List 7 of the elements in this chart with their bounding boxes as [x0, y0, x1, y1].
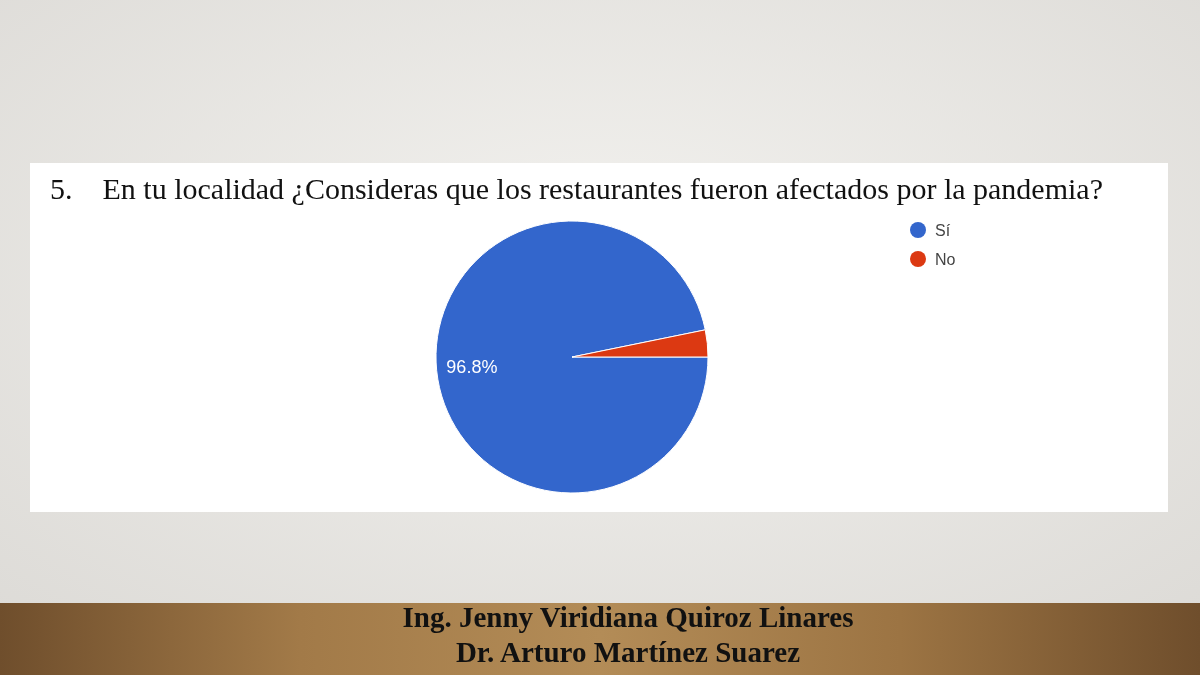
chart-title: 5. En tu localidad ¿Consideras que los restaurantes fueron afectados por la pandemia?	[50, 172, 1103, 205]
text: Dr. Arturo Martínez Suarez	[455, 636, 801, 668]
legend-label: No	[935, 250, 956, 268]
legend-label: Sí	[935, 221, 951, 239]
pie-slice	[435, 220, 709, 494]
text: Ing. Jenny Viridiana Quiroz Linares	[402, 601, 854, 633]
data-label: 96.8%	[446, 357, 498, 378]
